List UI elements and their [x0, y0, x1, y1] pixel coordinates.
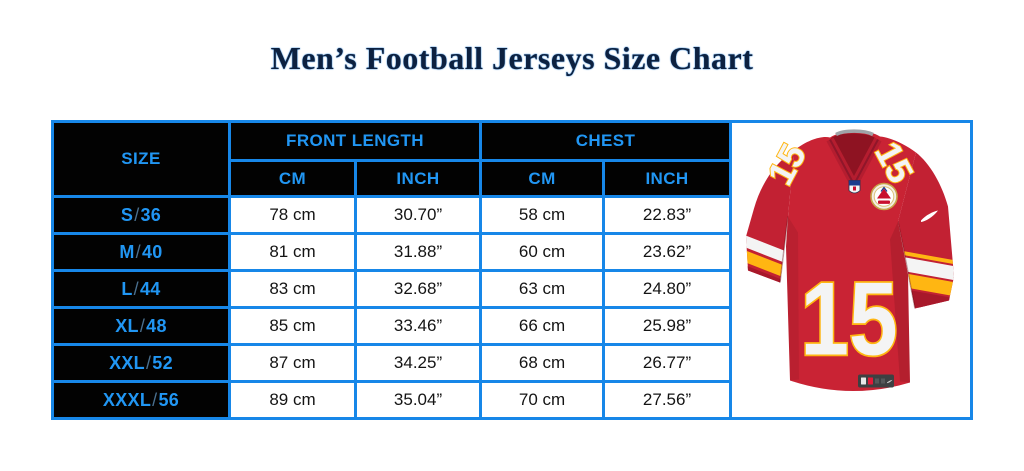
team-patch-icon: [870, 182, 898, 211]
front-inch-cell: 33.46”: [353, 306, 483, 346]
front-cm-cell: 83 cm: [228, 269, 357, 309]
size-number: 40: [141, 241, 163, 262]
chest-inch-cell: 26.77”: [602, 343, 733, 383]
front-inch-cell: 35.04”: [353, 380, 483, 420]
size-cell: XXXL/56: [51, 380, 231, 420]
chest-number: 15: [799, 260, 899, 379]
page-title: Men’s Football Jerseys Size Chart: [270, 40, 754, 76]
size-slash: /: [145, 352, 152, 373]
size-slash: /: [133, 278, 139, 299]
svg-text:15: 15: [800, 261, 897, 377]
front-cm-cell: 81 cm: [228, 232, 357, 272]
table-row: XXXL/56 89 cm 35.04” 70 cm 27.56”: [51, 380, 733, 420]
front-cm-cell: 78 cm: [228, 195, 357, 235]
size-cell: L/44: [51, 269, 231, 309]
nfl-shield-icon: [848, 180, 861, 194]
jersey-left-sleeve: [746, 150, 795, 283]
size-slash: /: [134, 204, 140, 225]
size-number: 36: [140, 204, 162, 225]
table-row: L/44 83 cm 32.68” 63 cm 24.80”: [51, 269, 733, 309]
size-label: XXXL: [102, 389, 152, 410]
size-number: 44: [139, 278, 161, 299]
collar-gray-stripe: [835, 129, 874, 137]
size-label: XL: [115, 315, 139, 336]
chest-cm-cell: 66 cm: [479, 306, 606, 346]
header-unit-row: CM INCH CM INCH: [53, 159, 733, 198]
column-header-chest-cm: CM: [479, 159, 606, 198]
size-slash: /: [139, 315, 146, 336]
size-label: XXL: [109, 352, 145, 373]
chest-inch-cell: 27.56”: [602, 380, 733, 420]
size-chart-table: SIZE FRONT LENGTH CHEST CM INCH CM INCH …: [51, 120, 733, 420]
size-number: 52: [152, 352, 173, 373]
chest-cm-cell: 60 cm: [479, 232, 606, 272]
front-cm-cell: 85 cm: [228, 306, 357, 346]
front-cm-cell: 87 cm: [228, 343, 357, 383]
front-inch-cell: 30.70”: [353, 195, 483, 235]
nike-swoosh-icon: [921, 210, 939, 222]
column-header-front-cm: CM: [228, 159, 357, 198]
size-label: M: [119, 241, 135, 262]
jersey-photo-panel: 15 15 15: [729, 120, 974, 420]
size-slash: /: [135, 241, 141, 262]
front-inch-cell: 31.88”: [353, 232, 483, 272]
size-cell: XXL/52: [51, 343, 231, 383]
chest-inch-cell: 22.83”: [602, 195, 733, 235]
size-cell: XL/48: [51, 306, 231, 346]
size-cell: M/40: [51, 232, 231, 272]
front-cm-cell: 89 cm: [228, 380, 357, 420]
column-header-size: SIZE: [51, 120, 231, 198]
front-inch-cell: 32.68”: [353, 269, 483, 309]
column-header-front-inch: INCH: [353, 159, 483, 198]
chest-cm-cell: 70 cm: [479, 380, 606, 420]
jock-tag: [858, 374, 895, 388]
size-slash: /: [152, 389, 158, 410]
front-inch-cell: 34.25”: [353, 343, 483, 383]
chest-inch-cell: 25.98”: [602, 306, 733, 346]
chest-cm-cell: 58 cm: [479, 195, 606, 235]
jersey-image: 15 15 15: [746, 129, 955, 392]
size-number: 56: [158, 389, 180, 410]
table-row: M/40 81 cm 31.88” 60 cm 23.62”: [51, 232, 733, 272]
chest-cm-cell: 68 cm: [479, 343, 606, 383]
size-label: L: [121, 278, 133, 299]
table-row: XXL/52 87 cm 34.25” 68 cm 26.77”: [51, 343, 733, 383]
side-mesh-right: [890, 221, 911, 383]
column-group-chest: CHEST: [479, 120, 733, 162]
size-cell: S/36: [51, 195, 231, 235]
table-row: S/36 78 cm 30.70” 58 cm 22.83”: [51, 195, 733, 235]
chest-inch-cell: 24.80”: [602, 269, 733, 309]
side-mesh-left: [786, 216, 800, 381]
column-group-front-length: FRONT LENGTH: [227, 120, 483, 162]
table-row: XL/48 85 cm 33.46” 66 cm 25.98”: [51, 306, 733, 346]
size-chart-content: SIZE FRONT LENGTH CHEST CM INCH CM INCH …: [51, 120, 974, 420]
size-number: 48: [146, 315, 167, 336]
column-header-chest-inch: INCH: [602, 159, 733, 198]
chest-inch-cell: 23.62”: [602, 232, 733, 272]
header-group-row: SIZE FRONT LENGTH CHEST: [51, 120, 733, 198]
chest-cm-cell: 63 cm: [479, 269, 606, 309]
size-label: S: [120, 204, 134, 225]
